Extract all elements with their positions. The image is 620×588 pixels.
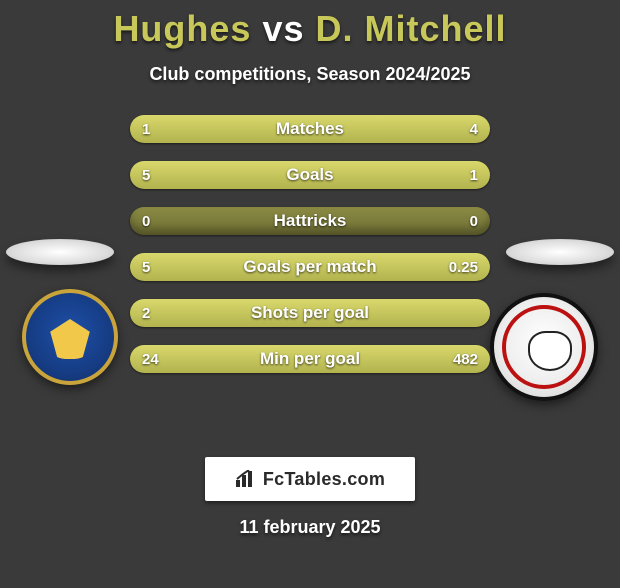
stat-value-left: 0 (142, 207, 150, 235)
stat-fill-left (130, 299, 490, 327)
club-crest-left (22, 289, 118, 385)
stat-fill-left (130, 345, 148, 373)
stat-bar: 2Shots per goal (130, 299, 490, 327)
player-left-name: Hughes (113, 8, 251, 49)
stat-label: Hattricks (130, 207, 490, 235)
vs-word: vs (262, 8, 304, 49)
stat-fill-right (429, 161, 490, 189)
stat-fill-left (130, 253, 472, 281)
stat-bar: 50.25Goals per match (130, 253, 490, 281)
club-crest-right (490, 293, 598, 401)
stat-value-right: 0 (470, 207, 478, 235)
pedestal-left (6, 239, 114, 265)
stat-fill-right (148, 345, 490, 373)
comparison-title: Hughes vs D. Mitchell (0, 8, 620, 50)
player-right-name: D. Mitchell (316, 8, 507, 49)
stat-bar: 14Matches (130, 115, 490, 143)
stat-fill-right (472, 253, 490, 281)
stat-bar: 24482Min per goal (130, 345, 490, 373)
stat-fill-left (130, 161, 429, 189)
stat-fill-right (202, 115, 490, 143)
stat-bars: 14Matches 51Goals 0 0Hattricks 50.25Goals pe… (130, 115, 490, 391)
date-text: 11 february 2025 (0, 517, 620, 538)
bars-icon (235, 470, 257, 488)
pedestal-right (506, 239, 614, 265)
brand-text: FcTables.com (263, 469, 385, 490)
stat-bar: 0 0Hattricks (130, 207, 490, 235)
stat-bar: 51Goals (130, 161, 490, 189)
subtitle: Club competitions, Season 2024/2025 (0, 64, 620, 85)
stat-fill-left (130, 115, 202, 143)
brand-pill: FcTables.com (205, 457, 415, 501)
comparison-stage: 14Matches 51Goals 0 0Hattricks 50.25Goals pe… (0, 115, 620, 435)
